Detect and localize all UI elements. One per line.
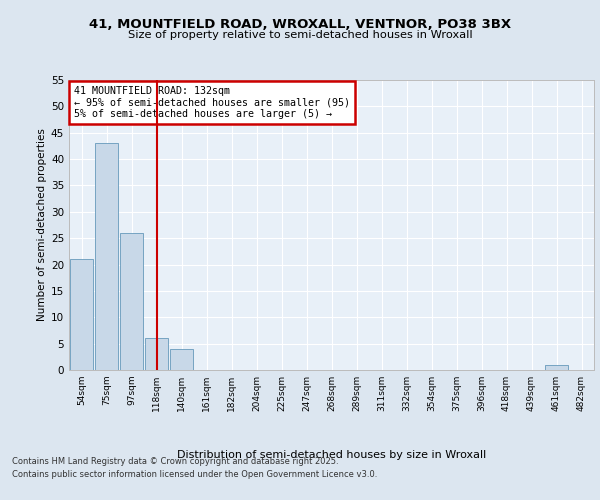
Text: 41 MOUNTFIELD ROAD: 132sqm
← 95% of semi-detached houses are smaller (95)
5% of : 41 MOUNTFIELD ROAD: 132sqm ← 95% of semi… bbox=[74, 86, 350, 119]
Y-axis label: Number of semi-detached properties: Number of semi-detached properties bbox=[37, 128, 47, 322]
Bar bbox=[170, 349, 193, 370]
Text: Size of property relative to semi-detached houses in Wroxall: Size of property relative to semi-detach… bbox=[128, 30, 472, 40]
Bar bbox=[70, 260, 94, 370]
Bar bbox=[145, 338, 169, 370]
Text: Contains public sector information licensed under the Open Government Licence v3: Contains public sector information licen… bbox=[12, 470, 377, 479]
X-axis label: Distribution of semi-detached houses by size in Wroxall: Distribution of semi-detached houses by … bbox=[177, 450, 486, 460]
Bar bbox=[95, 144, 118, 370]
Bar bbox=[545, 364, 568, 370]
Text: Contains HM Land Registry data © Crown copyright and database right 2025.: Contains HM Land Registry data © Crown c… bbox=[12, 458, 338, 466]
Text: 41, MOUNTFIELD ROAD, WROXALL, VENTNOR, PO38 3BX: 41, MOUNTFIELD ROAD, WROXALL, VENTNOR, P… bbox=[89, 18, 511, 30]
Bar bbox=[119, 233, 143, 370]
